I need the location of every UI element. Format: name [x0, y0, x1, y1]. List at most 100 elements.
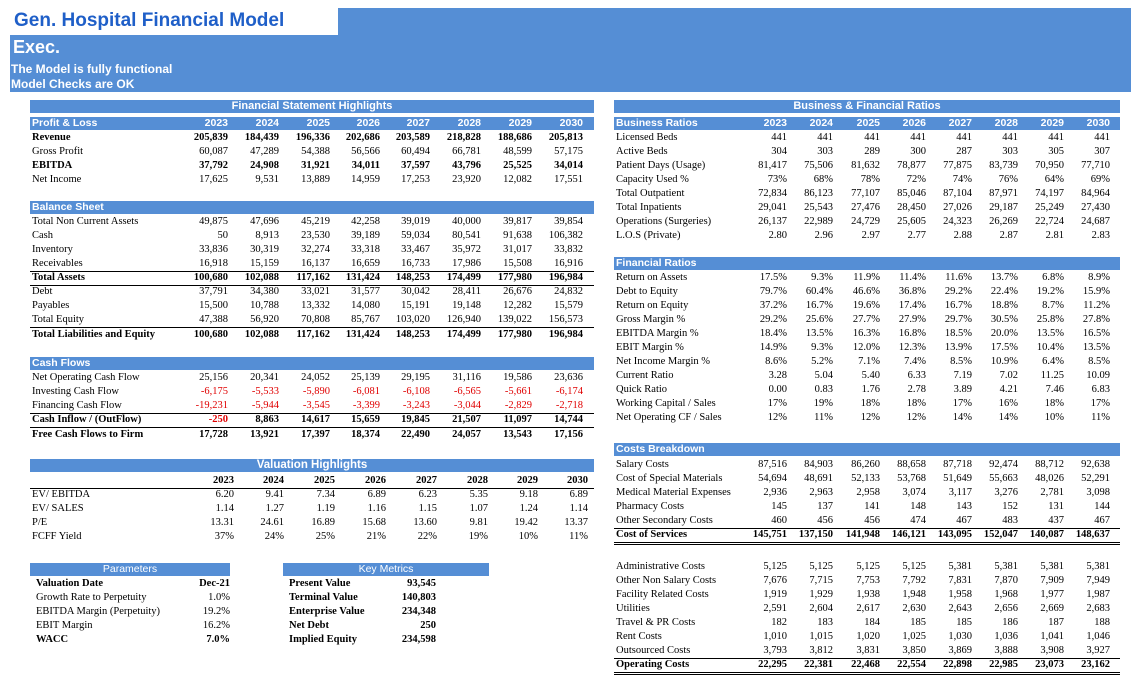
- parameters-header: Parameters: [30, 563, 230, 576]
- parameters-value: 1.0%: [208, 592, 230, 603]
- fin-ratios-cell: 10.09: [1086, 370, 1110, 381]
- fin-ratios-cell: 4.21: [999, 384, 1018, 395]
- costs-cell: 146,121: [891, 529, 926, 540]
- cf-cell: -5,944: [251, 400, 279, 411]
- business-header-year-2025: 2025: [856, 117, 880, 129]
- pl-cell: 184,439: [244, 132, 279, 143]
- costs-cell: 467: [1094, 515, 1110, 526]
- bs-cell: 8,913: [255, 230, 279, 241]
- opcosts-cell: 182: [771, 617, 787, 628]
- opcosts-cell: 7,676: [763, 575, 787, 586]
- costs-cell: 88,712: [1035, 459, 1064, 470]
- fin-ratios-cell: 29.7%: [944, 314, 972, 325]
- fin-ratios-cell: 7.46: [1045, 384, 1064, 395]
- sheet-subtitle: Exec.: [13, 37, 61, 57]
- bs-cell: 139,022: [497, 314, 532, 325]
- pl-header-title: Profit & Loss: [32, 117, 98, 129]
- parameters-label: Growth Rate to Perpetuity: [36, 592, 147, 603]
- pl-header-year-2028: 2028: [457, 117, 481, 129]
- fin-ratios-cell: 30.5%: [990, 314, 1018, 325]
- key-metrics-label: Implied Equity: [289, 634, 357, 645]
- key-metrics-row: Present Value 93,545: [283, 577, 489, 591]
- pl-cell: 47,289: [250, 146, 279, 157]
- valuation-cell: 6.20: [215, 489, 234, 500]
- fin-ratios-cell: 10.9%: [990, 356, 1018, 367]
- business-cell: 2.81: [1045, 230, 1064, 241]
- parameters-value: 7.0%: [206, 634, 230, 645]
- opcosts-row: Travel & PR Costs 182 183 184 185 185 186 187 18…: [614, 616, 1120, 630]
- fin-ratios-cell: 11%: [1091, 412, 1110, 423]
- pl-header-year-2023: 2023: [204, 117, 228, 129]
- costs-cell: 143,095: [937, 529, 972, 540]
- business-header-year-2028: 2028: [994, 117, 1018, 129]
- bs-cell: 47,696: [250, 216, 279, 227]
- fin-ratios-cell: 9.3%: [811, 342, 833, 353]
- opcosts-row-label: Utilities: [616, 603, 650, 614]
- cf-cell: -6,175: [200, 386, 228, 397]
- opcosts-cell: 1,919: [763, 589, 787, 600]
- fin-ratios-cell: 5.2%: [811, 356, 833, 367]
- cf-cell: -3,243: [402, 400, 430, 411]
- fin-ratios-cell: 14.9%: [759, 342, 787, 353]
- costs-header-title: Costs Breakdown: [616, 443, 705, 455]
- fin-ratios-cell: 7.1%: [858, 356, 880, 367]
- opcosts-cell: 1,929: [809, 589, 833, 600]
- bs-row-label: Inventory: [32, 244, 73, 255]
- valuation-cell: 13.60: [413, 517, 437, 528]
- fin-ratios-cell: 13.7%: [990, 272, 1018, 283]
- bs-cell: 13,332: [301, 300, 330, 311]
- opcosts-cell: 2,683: [1086, 603, 1110, 614]
- valuation-year-2030: 2030: [567, 475, 588, 486]
- costs-cell: 456: [817, 515, 833, 526]
- costs-cell: 152,047: [983, 529, 1018, 540]
- business-row-label: Capacity Used %: [616, 174, 689, 185]
- fin-ratios-cell: 11.6%: [945, 272, 972, 283]
- business-cell: 26,137: [758, 216, 787, 227]
- opcosts-cell: 3,793: [763, 645, 787, 656]
- business-header-year-2024: 2024: [809, 117, 833, 129]
- fin-ratios-row: Net Income Margin % 8.6% 5.2% 7.1% 7.4% 8.5% 1…: [614, 355, 1120, 369]
- cf-cell: -6,081: [352, 386, 380, 397]
- bs-cell: 39,189: [351, 230, 380, 241]
- bs-cell: 174,499: [446, 329, 481, 340]
- key-metrics-label: Enterprise Value: [289, 606, 365, 617]
- bs-cell: 15,500: [199, 300, 228, 311]
- pl-header-year-2029: 2029: [508, 117, 532, 129]
- fin-ratios-cell: 8.7%: [1042, 300, 1064, 311]
- costs-cell: 3,276: [994, 487, 1018, 498]
- fin-ratios-cell: 13.9%: [944, 342, 972, 353]
- valuation-row: P/E 13.31 24.61 16.89 15.68 13.60 9.81 19.42 13.…: [30, 516, 594, 530]
- business-cell: 304: [771, 146, 787, 157]
- cf-row: Cash Inflow / (OutFlow) -250 8,863 14,617 15…: [30, 413, 594, 428]
- opcosts-cell: 3,812: [809, 645, 833, 656]
- opcosts-row: Outsourced Costs 3,793 3,812 3,831 3,850 3,86…: [614, 644, 1120, 659]
- opcosts-cell: 7,715: [809, 575, 833, 586]
- opcosts-cell: 1,020: [856, 631, 880, 642]
- fin-ratios-row: Return on Equity 37.2% 16.7% 19.6% 17.4% 16.7…: [614, 299, 1120, 313]
- business-row-label: Patient Days (Usage): [616, 160, 706, 171]
- fin-ratios-cell: 18.5%: [944, 328, 972, 339]
- bs-cell: 33,318: [351, 244, 380, 255]
- cf-cell: -2,829: [504, 400, 532, 411]
- bs-cell: 102,088: [244, 272, 279, 283]
- opcosts-cell: 7,870: [994, 575, 1018, 586]
- costs-cell: 456: [864, 515, 880, 526]
- valuation-cell: 10%: [518, 531, 538, 542]
- bs-cell: 16,918: [199, 258, 228, 269]
- opcosts-cell: 3,927: [1086, 645, 1110, 656]
- fin-ratios-cell: 25.8%: [1036, 314, 1064, 325]
- opcosts-row-label: Rent Costs: [616, 631, 662, 642]
- business-cell: 72,834: [758, 188, 787, 199]
- opcosts-cell: 5,125: [902, 561, 926, 572]
- cf-cell: 29,195: [401, 372, 430, 383]
- business-cell: 24,687: [1081, 216, 1110, 227]
- opcosts-cell: 7,792: [902, 575, 926, 586]
- pl-cell: 14,959: [351, 174, 380, 185]
- business-cell: 78,877: [897, 160, 926, 171]
- key-metrics-value: 234,598: [401, 634, 436, 645]
- valuation-row-label: FCFF Yield: [32, 531, 82, 542]
- fin-ratios-cell: 6.33: [907, 370, 926, 381]
- costs-cell: 483: [1002, 515, 1018, 526]
- valuation-cell: 13.31: [210, 517, 234, 528]
- cf-cell: -3,399: [352, 400, 380, 411]
